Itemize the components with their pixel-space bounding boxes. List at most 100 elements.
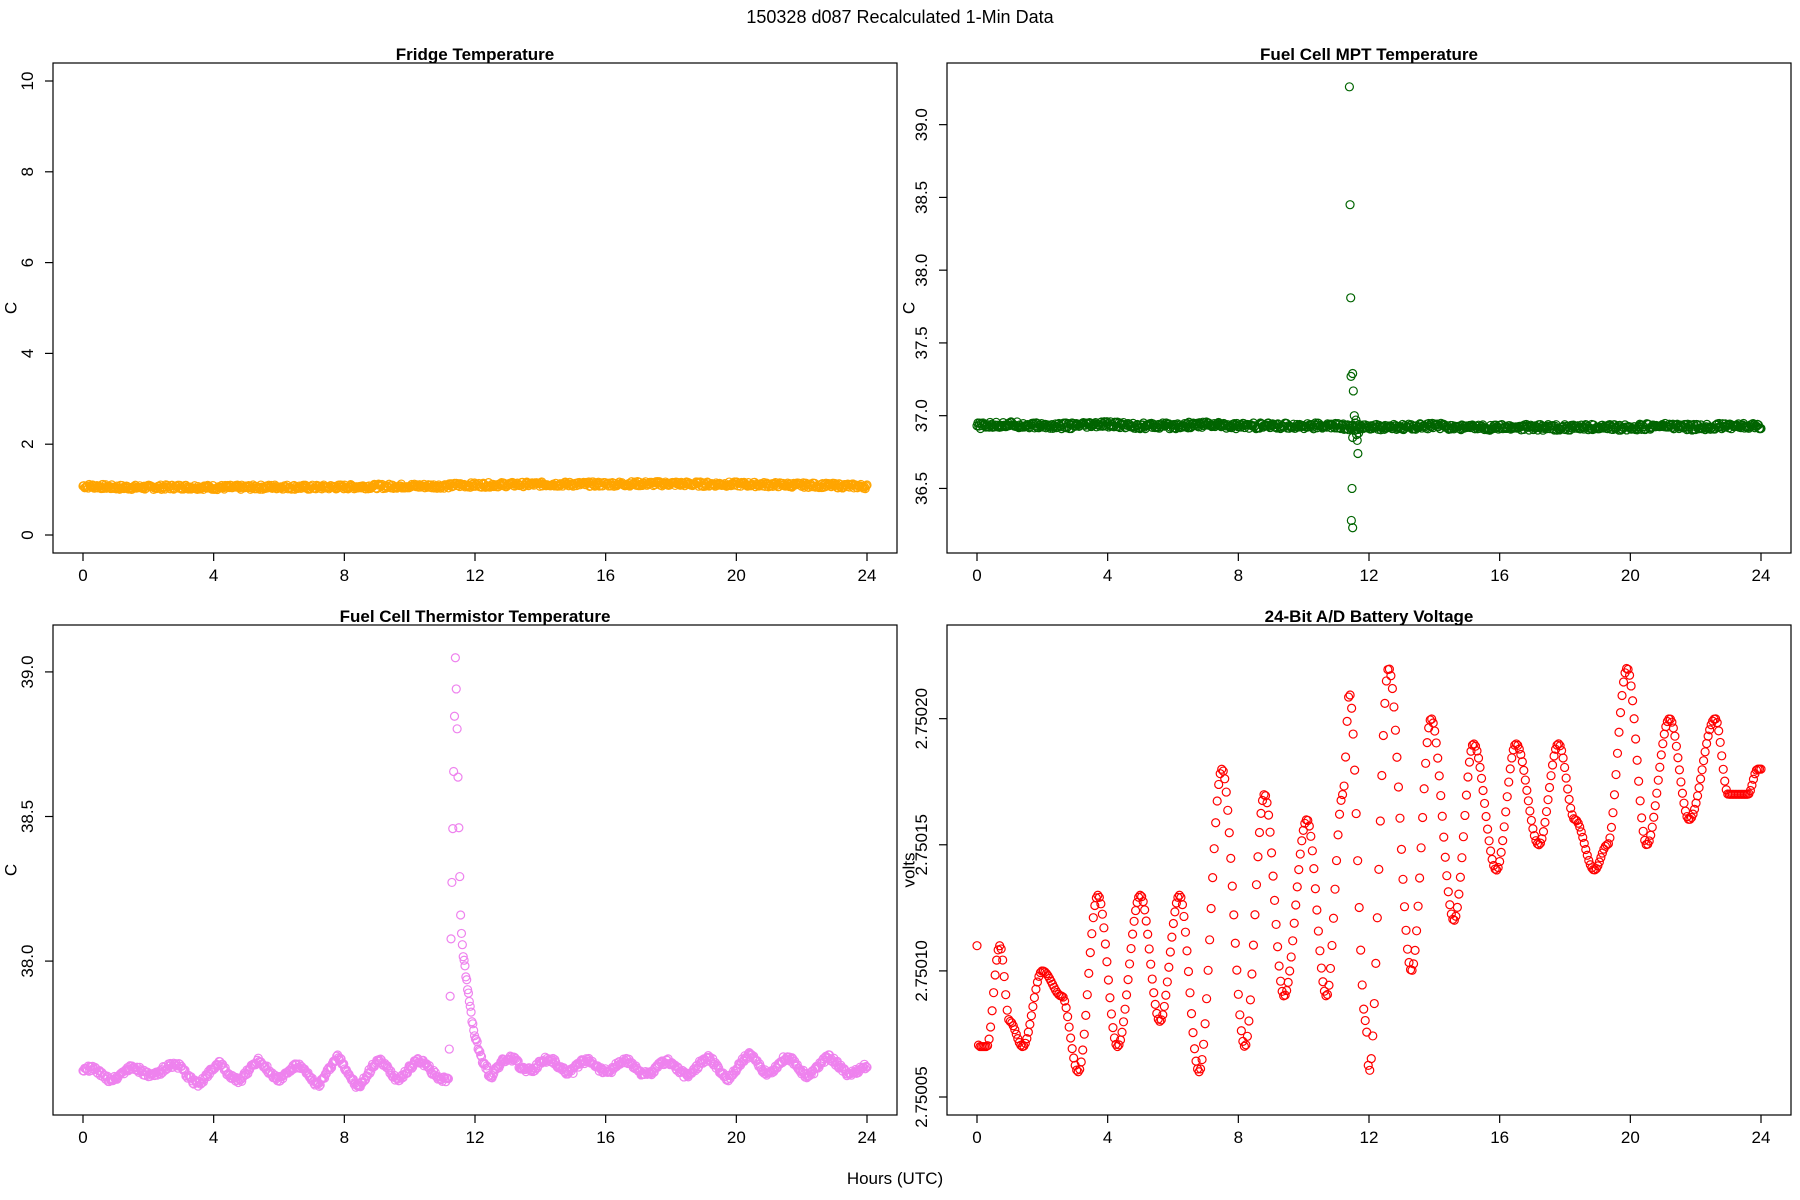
data-point <box>1436 790 1446 801</box>
data-point <box>1399 902 1410 912</box>
data-point <box>466 1007 476 1017</box>
data-point <box>1495 856 1505 867</box>
data-point <box>1496 847 1506 857</box>
data-point <box>451 684 461 694</box>
data-point <box>1440 852 1450 862</box>
data-point <box>1695 774 1706 784</box>
data-point <box>1537 834 1547 844</box>
data-point <box>1694 783 1704 793</box>
data-point <box>445 991 455 1001</box>
data-point <box>1351 808 1361 819</box>
data-point <box>1522 785 1532 795</box>
x-tick-label: 8 <box>340 566 349 585</box>
data-point <box>1342 716 1352 726</box>
series-0 <box>972 417 1766 435</box>
data-point <box>1203 965 1213 975</box>
data-point <box>1623 664 1633 674</box>
data-point <box>1094 892 1104 902</box>
data-point <box>1232 965 1242 975</box>
data-point <box>1260 791 1271 801</box>
data-point <box>1097 909 1107 919</box>
data-point <box>1257 795 1268 806</box>
data-point <box>1451 911 1461 921</box>
x-tick-label: 4 <box>209 566 218 585</box>
data-point <box>1066 1033 1076 1043</box>
data-point <box>1156 1015 1166 1025</box>
panel-title: Fridge Temperature <box>396 45 554 64</box>
data-point <box>1025 1019 1035 1029</box>
data-point <box>1171 898 1181 908</box>
data-point <box>1280 990 1290 1000</box>
data-point <box>1100 939 1111 949</box>
data-point <box>1484 836 1494 846</box>
data-point <box>1179 911 1189 922</box>
data-point <box>1162 977 1172 987</box>
data-point <box>1402 944 1413 954</box>
data-point <box>1561 773 1571 783</box>
data-point <box>273 1072 283 1082</box>
data-point <box>1514 744 1524 754</box>
x-tick-label: 20 <box>1621 1128 1640 1147</box>
data-point <box>1756 423 1766 434</box>
data-point <box>1143 929 1153 939</box>
y-tick-label: 2.75005 <box>912 1066 931 1127</box>
data-point <box>990 970 1000 980</box>
data-point <box>1170 907 1180 917</box>
data-point <box>1549 751 1559 761</box>
y-tick-label: 38.5 <box>18 800 37 833</box>
data-point <box>1615 707 1626 718</box>
data-point <box>459 955 469 965</box>
thermistor-temperature-panel: Fuel Cell Thermistor Temperature C 0 4 8 12 16… <box>1 607 898 1147</box>
data-point <box>1390 725 1401 735</box>
battery-voltage-panel: 24-Bit A/D Battery Voltage volts 0 4 8 12 16 20… <box>899 607 1792 1147</box>
data-point <box>1393 782 1404 792</box>
data-point <box>1377 770 1387 781</box>
data-point <box>1747 780 1757 790</box>
data-point <box>1408 959 1419 969</box>
y-tick-label: 38.0 <box>18 945 37 978</box>
x-tick-label: 0 <box>78 566 87 585</box>
data-point <box>1347 483 1357 494</box>
data-point <box>987 1006 997 1016</box>
data-point <box>1473 753 1484 763</box>
data-point <box>1511 739 1521 749</box>
data-point <box>339 1059 349 1069</box>
data-point <box>1173 892 1183 902</box>
x-tick-label: 20 <box>727 566 746 585</box>
data-point <box>1708 716 1718 726</box>
data-point <box>1387 683 1398 694</box>
data-point <box>1507 753 1517 763</box>
data-point <box>1688 809 1698 819</box>
data-point <box>460 961 470 971</box>
data-point <box>1437 811 1447 821</box>
data-point <box>1653 775 1663 785</box>
data-point <box>1558 753 1568 763</box>
data-point <box>1396 844 1407 854</box>
data-point <box>1325 963 1336 974</box>
data-point <box>1256 808 1266 818</box>
data-point <box>1449 915 1459 925</box>
data-point <box>1679 798 1689 808</box>
data-point <box>1029 992 1040 1003</box>
data-point <box>1283 977 1293 987</box>
data-point <box>1269 895 1280 906</box>
data-point <box>1336 795 1346 806</box>
y-tick-label: 37.0 <box>912 399 931 432</box>
data-point <box>1004 1015 1014 1025</box>
data-point <box>1078 1045 1088 1055</box>
data-point <box>1442 871 1452 881</box>
data-point <box>1464 757 1475 767</box>
data-point <box>1668 723 1678 733</box>
data-point <box>1235 1010 1245 1020</box>
data-point <box>1345 690 1355 700</box>
series-0 <box>78 653 872 1092</box>
y-tick-label: 2 <box>18 439 37 448</box>
data-point <box>470 1034 481 1044</box>
data-point <box>1404 957 1414 968</box>
data-point <box>1680 806 1691 816</box>
data-point <box>1499 822 1509 832</box>
data-point <box>1525 806 1535 816</box>
y-axis-label: C <box>1 302 20 314</box>
y-tick-label: 6 <box>18 258 37 267</box>
